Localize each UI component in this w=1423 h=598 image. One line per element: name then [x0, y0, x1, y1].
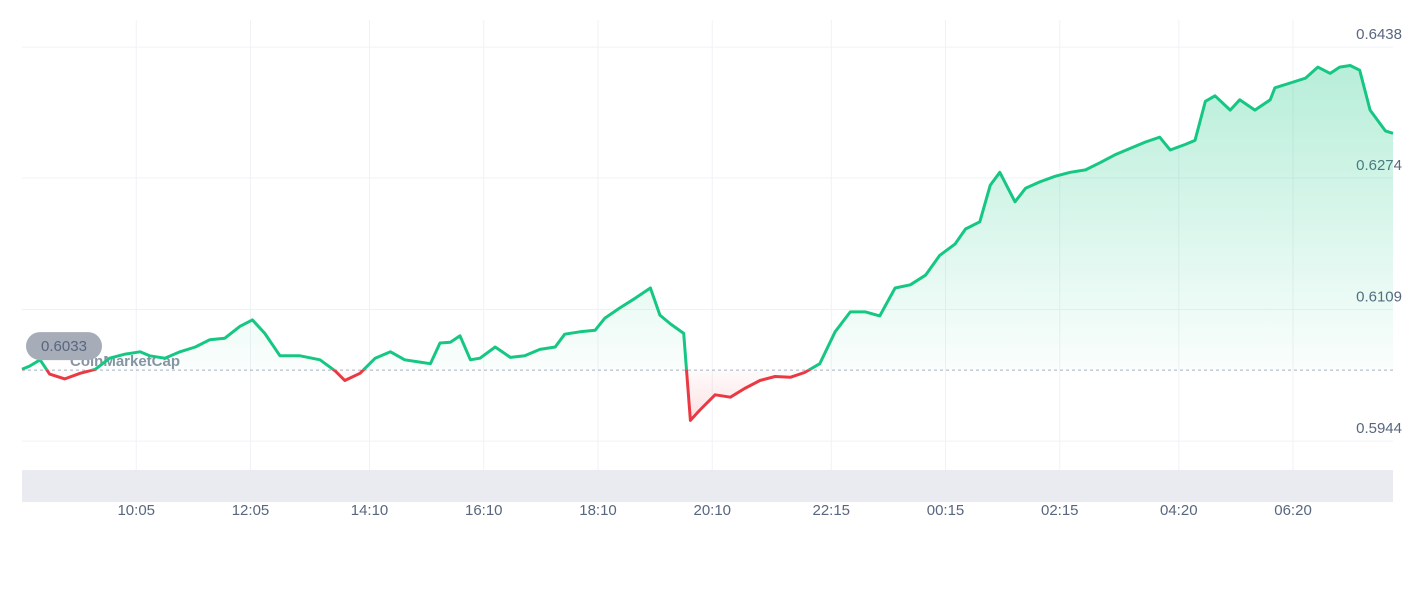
x-tick-label: 14:10 [351, 502, 389, 519]
x-tick-label: 20:10 [693, 502, 731, 519]
x-tick-label: 12:05 [232, 502, 270, 519]
x-tick-label: 02:15 [1041, 502, 1079, 519]
x-tick-label: 10:05 [117, 502, 155, 519]
baseline-label: 0.6033 [41, 338, 87, 355]
y-tick-label: 0.6438 [1356, 26, 1402, 43]
x-tick-label: 00:15 [927, 502, 965, 519]
price-area [22, 65, 1393, 421]
x-tick-label: 04:20 [1160, 502, 1198, 519]
x-tick-label: 16:10 [465, 502, 503, 519]
price-line [21, 64, 1394, 422]
y-tick-label: 0.5944 [1356, 420, 1402, 437]
x-tick-label: 22:15 [812, 502, 850, 519]
volume-band [22, 470, 1393, 502]
baseline-badge [26, 332, 102, 361]
x-tick-label: 18:10 [579, 502, 617, 519]
x-tick-label: 06:20 [1274, 502, 1312, 519]
